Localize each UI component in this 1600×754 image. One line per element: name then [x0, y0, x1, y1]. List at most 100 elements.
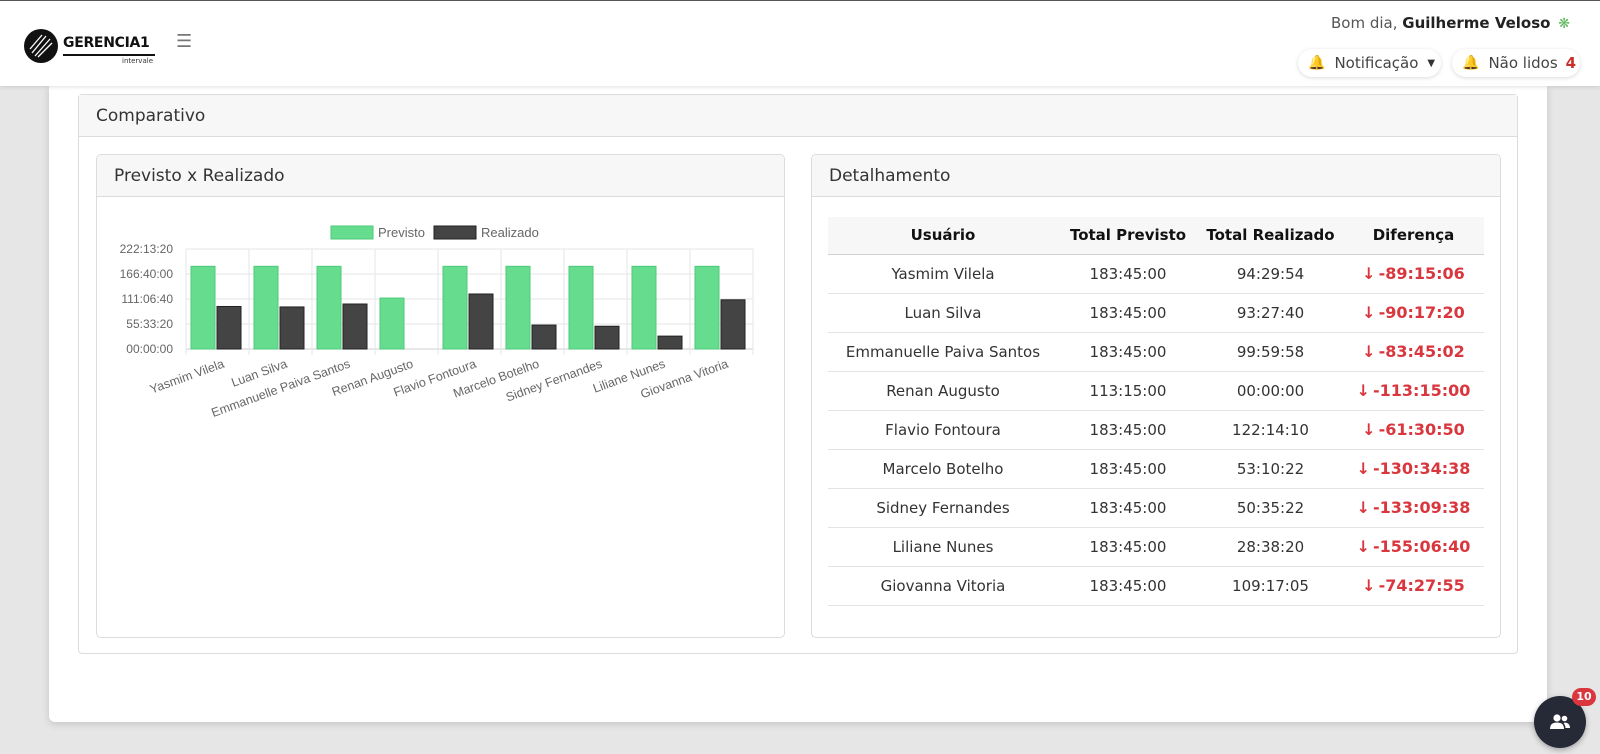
- notification-dropdown[interactable]: 🔔 Notificação ▼: [1298, 49, 1441, 77]
- column-header-usuario[interactable]: Usuário: [828, 217, 1058, 255]
- cell-realizado: 50:35:22: [1198, 488, 1343, 528]
- user-name[interactable]: Guilherme Veloso: [1402, 14, 1551, 32]
- cell-realizado: 28:38:20: [1198, 527, 1343, 567]
- bar-previsto-7: [631, 265, 657, 350]
- cell-realizado: 94:29:54: [1198, 254, 1343, 294]
- y-tick-label: 00:00:00: [126, 342, 173, 356]
- cell-previsto: 113:15:00: [1058, 371, 1198, 411]
- table-header-row: Usuário Total Previsto Total Realizado D…: [828, 217, 1484, 255]
- logo-subtext: intervale: [122, 57, 153, 65]
- y-tick-label: 55:33:20: [126, 317, 173, 331]
- logo-mark-icon: [24, 29, 58, 63]
- cell-diferenca: ↓ -90:17:20: [1343, 293, 1484, 333]
- chart-card: Previsto x Realizado Previsto Realizado 00…: [96, 154, 785, 638]
- y-tick-label: 222:13:20: [120, 242, 174, 256]
- arrow-down-icon: ↓: [1356, 381, 1371, 400]
- logo-underline: [63, 54, 155, 56]
- cell-user: Luan Silva: [828, 293, 1058, 333]
- cell-diferenca: ↓ -113:15:00: [1343, 371, 1484, 411]
- cell-user: Yasmim Vilela: [828, 254, 1058, 294]
- table-row: Yasmim Vilela 183:45:00 94:29:54 ↓ -89:15:06: [828, 254, 1484, 294]
- users-icon: [1550, 714, 1570, 729]
- diff-value: -133:09:38: [1373, 498, 1471, 517]
- x-tick-label: Yasmim Vilela: [148, 357, 226, 397]
- top-bar: GERENCIA1 intervale ☰ Bom dia, Guilherme…: [0, 0, 1600, 86]
- unread-button[interactable]: 🔔 Não lidos 4: [1452, 49, 1580, 77]
- cell-realizado: 109:17:05: [1198, 566, 1343, 606]
- cell-diferenca: ↓ -133:09:38: [1343, 488, 1484, 528]
- cell-diferenca: ↓ -89:15:06: [1343, 254, 1484, 294]
- cell-previsto: 183:45:00: [1058, 527, 1198, 567]
- cell-user: Giovanna Vitoria: [828, 566, 1058, 606]
- column-header-diferenca[interactable]: Diferença: [1343, 217, 1484, 255]
- cell-realizado: 93:27:40: [1198, 293, 1343, 333]
- menu-toggle-icon[interactable]: ☰: [176, 31, 193, 52]
- unread-label: Não lidos: [1488, 54, 1558, 72]
- cell-diferenca: ↓ -83:45:02: [1343, 332, 1484, 372]
- column-header-previsto[interactable]: Total Previsto: [1058, 217, 1198, 255]
- cell-realizado: 122:14:10: [1198, 410, 1343, 450]
- arrow-down-icon: ↓: [1362, 420, 1376, 439]
- bar-previsto-6: [568, 265, 594, 350]
- logo[interactable]: GERENCIA1 intervale: [24, 28, 155, 65]
- bar-previsto-1: [253, 265, 279, 350]
- cell-user: Emmanuelle Paiva Santos: [828, 332, 1058, 372]
- table-row: Flavio Fontoura 183:45:00 122:14:10 ↓ -61:30…: [828, 410, 1484, 450]
- bar-realizado-1: [279, 306, 305, 350]
- cell-previsto: 183:45:00: [1058, 332, 1198, 372]
- bar-previsto-2: [316, 265, 342, 350]
- chart-card-title: Previsto x Realizado: [97, 155, 784, 197]
- cell-user: Renan Augusto: [828, 371, 1058, 411]
- cell-previsto: 183:45:00: [1058, 293, 1198, 333]
- detail-card: Detalhamento Usuário Total Previsto Tota…: [811, 154, 1501, 638]
- chat-badge: 10: [1572, 688, 1596, 706]
- bar-previsto-4: [442, 265, 468, 350]
- bar-realizado-0: [216, 305, 242, 350]
- table-row: Sidney Fernandes 183:45:00 50:35:22 ↓ -133:0…: [828, 488, 1484, 528]
- bar-realizado-4: [468, 293, 494, 350]
- cell-user: Liliane Nunes: [828, 527, 1058, 567]
- logo-text: GERENCIA1: [63, 35, 150, 51]
- arrow-down-icon: ↓: [1362, 303, 1376, 322]
- gear-icon[interactable]: ❋: [1558, 16, 1570, 32]
- diff-value: -155:06:40: [1373, 537, 1471, 556]
- cell-realizado: 00:00:00: [1198, 371, 1343, 411]
- cell-user: Marcelo Botelho: [828, 449, 1058, 489]
- bar-realizado-6: [594, 325, 620, 350]
- greeting-prefix: Bom dia,: [1331, 14, 1398, 32]
- arrow-down-icon: ↓: [1362, 576, 1376, 595]
- bar-previsto-0: [190, 265, 216, 350]
- cell-realizado: 53:10:22: [1198, 449, 1343, 489]
- table-row: Giovanna Vitoria 183:45:00 109:17:05 ↓ -74:2…: [828, 566, 1484, 606]
- cell-diferenca: ↓ -130:34:38: [1343, 449, 1484, 489]
- table-row: Renan Augusto 113:15:00 00:00:00 ↓ -113:15:0…: [828, 371, 1484, 411]
- cell-realizado: 99:59:58: [1198, 332, 1343, 372]
- section-title: Comparativo: [79, 95, 1517, 137]
- cell-user: Flavio Fontoura: [828, 410, 1058, 450]
- bell-icon: 🔔: [1462, 55, 1480, 71]
- column-header-realizado[interactable]: Total Realizado: [1198, 217, 1343, 255]
- detail-table: Usuário Total Previsto Total Realizado D…: [828, 217, 1484, 606]
- arrow-down-icon: ↓: [1356, 459, 1371, 478]
- bar-realizado-7: [657, 335, 683, 350]
- cell-previsto: 183:45:00: [1058, 449, 1198, 489]
- legend-label-1: Realizado: [481, 225, 539, 240]
- cell-previsto: 183:45:00: [1058, 410, 1198, 450]
- bar-previsto-3: [379, 297, 405, 350]
- legend-label-0: Previsto: [378, 225, 425, 240]
- bar-realizado-5: [531, 324, 557, 350]
- notification-label: Notificação: [1334, 54, 1419, 72]
- arrow-down-icon: ↓: [1356, 537, 1371, 556]
- legend-swatch-0: [330, 225, 374, 240]
- y-tick-label: 166:40:00: [120, 267, 174, 281]
- greeting: Bom dia, Guilherme Veloso ❋: [1331, 14, 1570, 32]
- table-row: Luan Silva 183:45:00 93:27:40 ↓ -90:17:20: [828, 293, 1484, 333]
- cell-diferenca: ↓ -155:06:40: [1343, 527, 1484, 567]
- detail-card-title: Detalhamento: [812, 155, 1500, 197]
- arrow-down-icon: ↓: [1362, 342, 1376, 361]
- legend-swatch-1: [433, 225, 477, 240]
- cell-diferenca: ↓ -74:27:55: [1343, 566, 1484, 606]
- bell-icon: 🔔: [1308, 55, 1326, 71]
- bar-previsto-8: [694, 265, 720, 350]
- cell-previsto: 183:45:00: [1058, 254, 1198, 294]
